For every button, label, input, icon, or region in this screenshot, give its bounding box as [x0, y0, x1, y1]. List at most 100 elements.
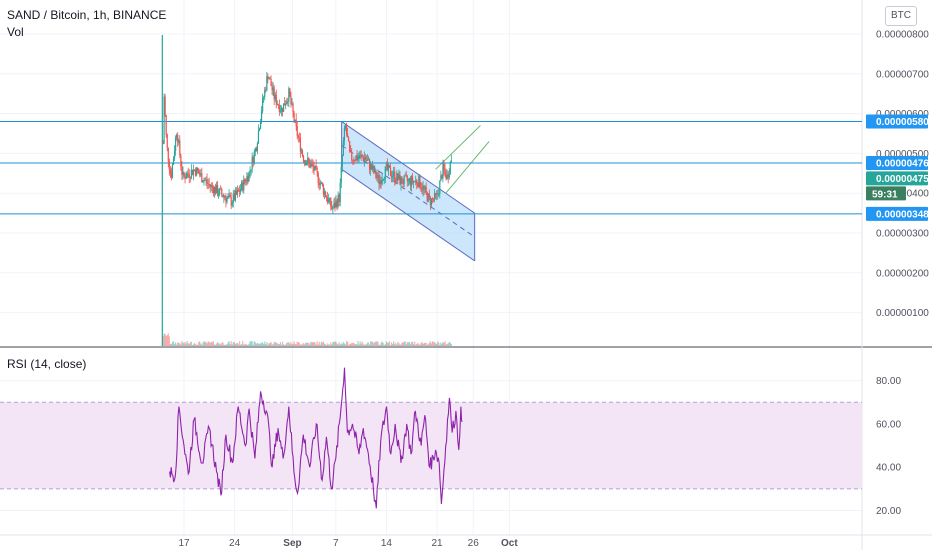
candle-body [191, 169, 193, 175]
volume-bar [445, 344, 447, 346]
volume-bar [295, 344, 297, 346]
volume-bar [220, 344, 222, 346]
volume-bar [298, 342, 300, 346]
volume-bar [309, 344, 311, 346]
volume-bar [250, 341, 252, 346]
candle-body [184, 175, 186, 180]
volume-bar [301, 344, 304, 346]
volume-bar [201, 344, 203, 346]
volume-bar [289, 343, 291, 346]
candle-body [303, 160, 306, 162]
candle-body [188, 174, 190, 178]
volume-bar [176, 344, 178, 346]
volume-bar [338, 342, 340, 346]
candle-body [300, 150, 303, 152]
candle-body [447, 174, 449, 178]
candle-body [288, 88, 290, 102]
candle-body [449, 161, 451, 174]
volume-bar [170, 344, 173, 346]
volume-bar [431, 341, 434, 346]
volume-bar [422, 344, 424, 346]
candle-body [390, 175, 393, 178]
candle-body [414, 181, 416, 183]
volume-bar [386, 342, 388, 346]
volume-bar [401, 342, 403, 346]
volume-bar [325, 344, 328, 346]
candle-body [436, 193, 438, 195]
candle-body [331, 206, 333, 210]
candle-body [268, 78, 270, 80]
volume-bar [376, 341, 378, 346]
candle-body [223, 196, 225, 198]
volume-bar [281, 341, 284, 346]
candle-body [173, 150, 176, 159]
volume-bar [184, 342, 186, 346]
candle-body [214, 187, 217, 194]
volume-bar [189, 342, 191, 346]
candle-body [179, 140, 181, 156]
volume-bar [249, 341, 251, 346]
candle-body [263, 97, 265, 99]
candle-body [265, 89, 267, 91]
candle-body [440, 175, 442, 182]
candle-body [412, 181, 415, 183]
volume-bar [400, 344, 402, 346]
volume-bar [267, 344, 269, 346]
volume-bar [364, 344, 366, 346]
volume-bar [333, 342, 335, 346]
candle-body [187, 173, 189, 175]
candle-body [219, 188, 221, 195]
volume-bar [396, 344, 398, 346]
candle-body [426, 192, 428, 202]
candle-body [388, 165, 391, 168]
volume-bar [203, 341, 205, 346]
candle-body [198, 170, 200, 174]
candle-body [321, 182, 323, 186]
candle-body [302, 155, 305, 162]
volume-bar [353, 342, 355, 346]
candle-body [234, 190, 236, 201]
candle-body [287, 101, 289, 103]
volume-bar [372, 341, 374, 346]
candle-body [248, 172, 250, 182]
candle-body [162, 143, 164, 145]
volume-bar [358, 344, 360, 346]
candle-body [299, 138, 301, 152]
candle-body [343, 128, 346, 141]
candle-body [276, 104, 278, 106]
last-price-tag-text: 0.00000475 [876, 174, 929, 185]
candle-body [373, 166, 375, 173]
currency-button[interactable]: BTC [885, 6, 917, 26]
volume-bar [263, 343, 265, 346]
candle-body [406, 176, 408, 182]
volume-bar [438, 342, 440, 346]
candle-body [407, 179, 409, 182]
candle-body [419, 175, 421, 188]
candle-body [430, 198, 433, 206]
volume-bar [268, 343, 270, 346]
volume-bar [240, 344, 242, 346]
volume-bar [331, 344, 333, 346]
volume-bar [186, 341, 188, 346]
volume-bar [229, 344, 231, 346]
candle-body [197, 167, 199, 171]
wedge-lower-line [445, 141, 490, 194]
candle-body [257, 130, 260, 144]
volume-bar [178, 343, 180, 346]
price-axis-tick: 0.00000200 [876, 268, 929, 279]
volume-bar [323, 343, 326, 346]
candle-body [252, 157, 254, 164]
volume-bar [207, 341, 209, 346]
volume-bar [414, 341, 416, 346]
candle-body [367, 159, 370, 161]
candle-body [226, 197, 228, 202]
volume-bar [234, 343, 236, 346]
volume-bar [337, 344, 339, 346]
candle-body [315, 165, 317, 168]
candle-body [337, 195, 339, 207]
volume-bar [356, 344, 358, 346]
candle-body [207, 183, 209, 185]
volume-bar [276, 343, 278, 346]
volume-bar [198, 341, 200, 346]
